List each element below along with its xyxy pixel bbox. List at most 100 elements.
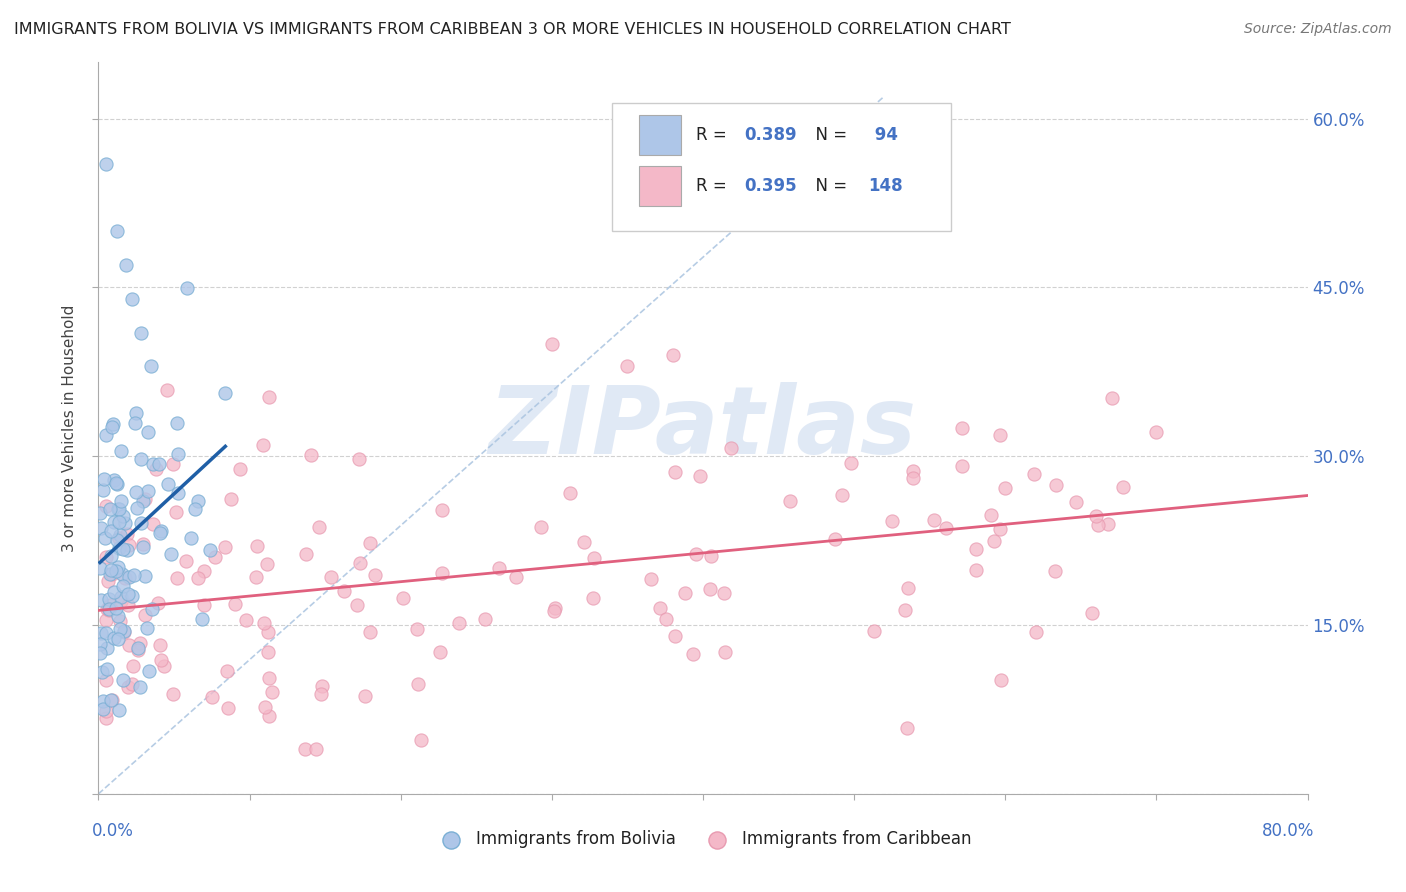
Point [308, 520, 330, 534]
Point [256, 557, 278, 571]
Point [94, 157, 117, 171]
Point [582, 591, 605, 606]
Point [96, 626, 118, 640]
Point [141, 601, 163, 615]
Point [1064, 495, 1087, 509]
Point [96, 602, 118, 616]
Point [994, 481, 1017, 495]
Point [180, 531, 202, 545]
Point [94, 614, 117, 628]
Point [201, 690, 224, 705]
Point [359, 536, 381, 550]
Point [896, 721, 918, 735]
Point [90, 592, 112, 607]
Point [100, 524, 122, 538]
Point [105, 476, 128, 491]
Point [89, 506, 111, 520]
Point [699, 582, 721, 597]
Point [91, 483, 114, 498]
Point [117, 586, 139, 600]
Legend: Immigrants from Bolivia, Immigrants from Caribbean: Immigrants from Bolivia, Immigrants from… [427, 823, 979, 855]
Point [141, 359, 163, 374]
Point [127, 642, 149, 657]
Point [432, 503, 454, 517]
Point [253, 616, 276, 631]
Point [115, 542, 138, 557]
Point [117, 681, 139, 695]
Point [136, 621, 159, 635]
Point [990, 673, 1012, 687]
Point [219, 491, 242, 506]
Point [160, 547, 183, 561]
Point [117, 538, 139, 552]
Point [988, 522, 1011, 536]
Point [935, 521, 957, 535]
Point [105, 533, 128, 548]
Point [112, 624, 135, 639]
Point [655, 612, 678, 626]
Point [924, 513, 946, 527]
Point [128, 681, 150, 695]
Point [779, 494, 801, 508]
Point [661, 348, 683, 362]
Point [108, 614, 131, 628]
Point [217, 701, 239, 715]
Point [121, 589, 143, 603]
Point [257, 708, 280, 723]
Point [101, 420, 124, 434]
Point [89, 646, 111, 660]
Point [94, 499, 117, 513]
Point [685, 547, 707, 561]
Point [107, 501, 129, 516]
Point [127, 641, 149, 656]
Point [193, 565, 215, 579]
Point [166, 505, 188, 519]
Point [145, 462, 167, 476]
Point [1045, 478, 1067, 492]
Point [105, 601, 128, 615]
Point [530, 520, 553, 534]
Point [112, 508, 135, 523]
Point [449, 616, 471, 631]
Point [93, 473, 115, 487]
Point [153, 659, 176, 673]
Point [1043, 565, 1066, 579]
Point [543, 604, 565, 618]
Point [429, 645, 451, 659]
Point [682, 647, 704, 661]
Point [245, 539, 267, 553]
Point [111, 673, 134, 688]
Text: 0.395: 0.395 [744, 178, 797, 195]
Point [166, 571, 188, 585]
FancyBboxPatch shape [613, 103, 950, 231]
Point [983, 533, 1005, 548]
Point [96, 640, 118, 655]
Point [101, 567, 124, 582]
Text: N =: N = [804, 178, 852, 195]
Point [100, 564, 122, 578]
Point [94, 673, 117, 687]
Point [391, 591, 413, 605]
Point [1084, 508, 1107, 523]
Point [880, 514, 903, 528]
Point [363, 568, 385, 582]
Point [673, 586, 696, 600]
Point [112, 624, 135, 639]
Point [107, 632, 129, 647]
Point [138, 665, 160, 679]
Point [96, 662, 118, 676]
Point [121, 677, 143, 691]
Point [110, 494, 132, 508]
Point [138, 425, 160, 439]
Point [118, 638, 141, 652]
Point [132, 540, 155, 554]
Point [333, 583, 356, 598]
Point [1080, 607, 1102, 621]
Point [229, 462, 252, 476]
Point [112, 541, 135, 556]
Text: 0.0%: 0.0% [91, 822, 134, 840]
Text: 80.0%: 80.0% [1263, 822, 1315, 840]
Point [89, 561, 111, 575]
Point [108, 622, 131, 636]
Point [142, 517, 165, 532]
